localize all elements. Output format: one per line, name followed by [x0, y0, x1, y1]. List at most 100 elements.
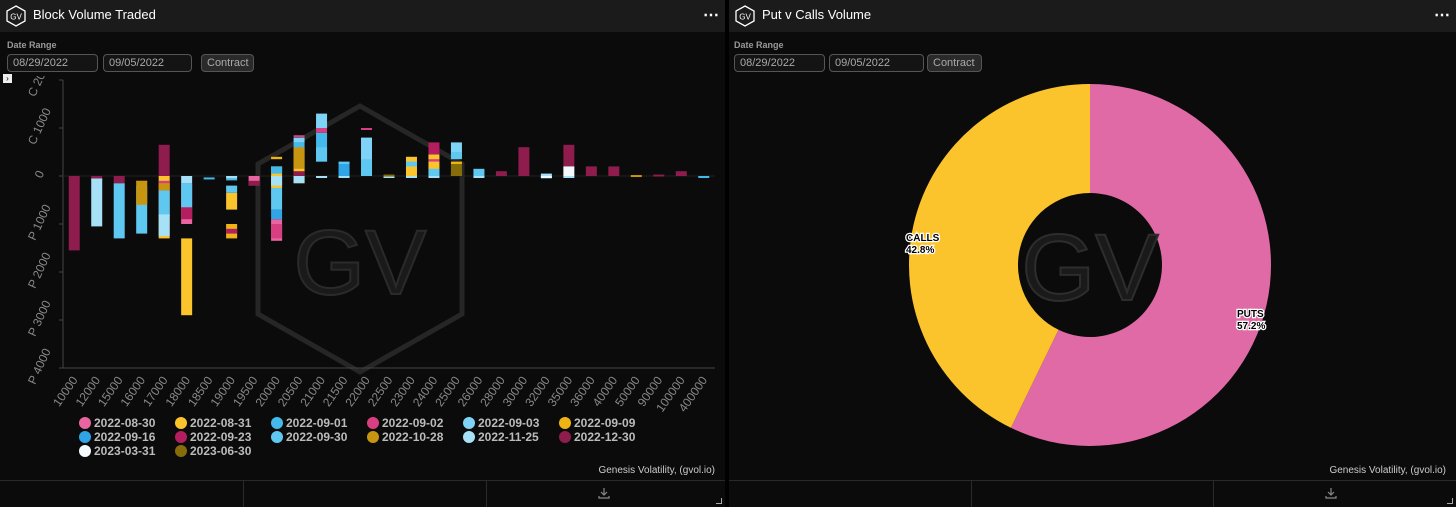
- panel-title: Block Volume Traded: [33, 7, 156, 22]
- bar-segment: [338, 161, 350, 164]
- contract-button[interactable]: Contract: [927, 54, 982, 72]
- bar-segment: [158, 214, 170, 236]
- bar-segment: [136, 185, 148, 234]
- legend-marker: [79, 431, 91, 443]
- panel-footer: [0, 480, 725, 507]
- legend-marker: [367, 417, 379, 429]
- put-v-calls-panel: GV Put v Calls Volume ⋯ Date Range 08/29…: [729, 0, 1456, 507]
- block-volume-panel: GV Block Volume Traded ⋯ Date Range 08/2…: [0, 0, 725, 507]
- bar-segment: [450, 142, 462, 157]
- bar-segment: [68, 176, 80, 251]
- chart-credit: Genesis Volatility, (gvol.io): [598, 465, 715, 476]
- footer-cell: [729, 481, 972, 507]
- bar-segment: [405, 161, 417, 167]
- legend-label: 2022-10-28: [382, 430, 444, 444]
- bar-segment: [158, 144, 170, 176]
- bar-segment: [293, 135, 305, 138]
- date-range-label: Date Range: [7, 40, 57, 50]
- legend-label: 2022-09-02: [382, 416, 444, 430]
- legend-label: 2022-09-23: [190, 430, 252, 444]
- bar-segment: [271, 209, 283, 220]
- slice-percent: 42.8%: [906, 245, 934, 256]
- panel-title: Put v Calls Volume: [762, 7, 872, 22]
- legend-marker: [271, 431, 283, 443]
- bar-segment: [136, 180, 148, 205]
- bar-segment: [181, 183, 193, 208]
- bar-segment: [271, 176, 283, 186]
- watermark-text: GV: [294, 212, 427, 314]
- y-tick-label: 0: [32, 168, 48, 180]
- gv-logo-icon: GV: [6, 5, 26, 27]
- bar-segment: [248, 180, 260, 186]
- expand-arrow-icon[interactable]: ›: [3, 74, 12, 83]
- legend-marker: [463, 417, 475, 429]
- bar-segment: [338, 164, 350, 176]
- bar-segment: [495, 171, 507, 176]
- bar-segment: [383, 174, 395, 177]
- resize-handle-icon[interactable]: [716, 498, 722, 504]
- bar-segment: [226, 176, 238, 179]
- y-tick-label: C 2000: [25, 76, 54, 99]
- bar-segment: [698, 176, 710, 178]
- more-options-icon[interactable]: ⋯: [703, 7, 719, 24]
- legend-label: 2022-09-09: [574, 416, 636, 430]
- legend-marker: [559, 417, 571, 429]
- legend-label: 2022-11-25: [478, 430, 539, 444]
- download-icon[interactable]: [1325, 487, 1337, 502]
- bar-segment: [271, 156, 283, 160]
- panel-header: GV Block Volume Traded ⋯: [0, 0, 725, 32]
- bar-segment: [271, 188, 283, 210]
- legend-marker: [463, 431, 475, 443]
- legend-marker: [79, 445, 91, 457]
- donut-slice: [1010, 84, 1271, 446]
- bar-segment: [293, 176, 305, 184]
- bar-segment: [293, 156, 305, 184]
- bar-segment: [608, 166, 620, 176]
- y-tick-label: P 1000: [25, 202, 54, 242]
- date-range-label: Date Range: [734, 40, 784, 50]
- bar-segment: [271, 166, 283, 174]
- y-tick-label: P 4000: [25, 346, 54, 386]
- gv-logo-icon: GV: [735, 5, 755, 27]
- gv-watermark: GV: [255, 103, 465, 375]
- bar-segment: [428, 176, 440, 178]
- svg-text:GV: GV: [739, 13, 751, 22]
- bar-segment: [181, 238, 193, 316]
- watermark-hexagon: [255, 103, 465, 375]
- footer-cell: [972, 481, 1214, 507]
- download-icon[interactable]: [598, 487, 610, 502]
- bar-segment: [338, 176, 350, 178]
- end-date-input[interactable]: 09/05/2022: [829, 54, 924, 72]
- bar-segment: [428, 168, 440, 176]
- legend-label: 2022-09-16: [94, 430, 156, 444]
- bar-segment: [113, 183, 125, 239]
- footer-cell: [0, 481, 244, 507]
- resize-handle-icon[interactable]: [1447, 498, 1453, 504]
- y-tick-label: P 3000: [25, 298, 54, 338]
- contract-button[interactable]: Contract: [201, 54, 254, 72]
- legend-marker: [175, 431, 187, 443]
- start-date-input[interactable]: 08/29/2022: [734, 54, 825, 72]
- legend-label: 2022-09-01: [286, 416, 348, 430]
- y-tick-label: C 1000: [25, 106, 54, 147]
- bar-segment: [293, 137, 305, 143]
- bar-segment: [540, 173, 552, 176]
- legend-label: 2022-08-31: [190, 416, 252, 430]
- legend-label: 2023-06-30: [190, 444, 252, 458]
- bar-segment: [383, 176, 395, 178]
- bar-segment: [428, 142, 440, 155]
- legend-marker: [175, 445, 187, 457]
- bar-segment: [293, 171, 305, 176]
- bar-segment: [226, 185, 238, 193]
- bar-segment: [563, 176, 575, 178]
- bar-segment: [473, 176, 485, 178]
- slice-label: CALLS: [906, 233, 940, 244]
- legend-marker: [79, 417, 91, 429]
- end-date-input[interactable]: 09/05/2022: [103, 54, 192, 72]
- bar-segment: [630, 175, 642, 178]
- bar-segment: [405, 176, 417, 178]
- bar-segment: [563, 144, 575, 167]
- start-date-input[interactable]: 08/29/2022: [7, 54, 98, 72]
- bar-segment: [181, 176, 193, 184]
- more-options-icon[interactable]: ⋯: [1434, 7, 1450, 24]
